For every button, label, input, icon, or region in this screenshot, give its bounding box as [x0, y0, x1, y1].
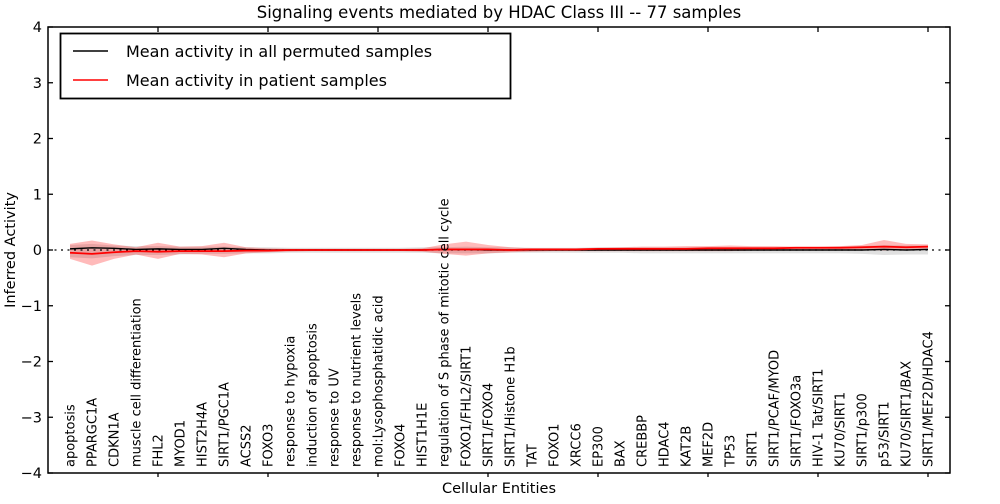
x-category-label: SIRT1/FOXO3a: [790, 375, 805, 467]
y-tick-label: 0: [33, 243, 42, 259]
x-category-label: SIRT1/p300: [856, 393, 871, 467]
x-category-label: induction of apoptosis: [306, 323, 321, 467]
line-patient-mean: [69, 245, 929, 255]
x-category-label: response to nutrient levels: [350, 293, 365, 467]
x-category-label: BAX: [614, 440, 629, 467]
y-tick-label: −3: [21, 410, 42, 426]
band-patient: [70, 239, 928, 266]
x-category-label: CDKN1A: [108, 412, 123, 467]
x-category-label: apoptosis: [64, 404, 79, 467]
x-category-label: KAT2B: [680, 426, 695, 467]
x-category-label: regulation of S phase of mitotic cell cy…: [438, 198, 453, 467]
x-category-label: FOXO4: [394, 424, 409, 467]
legend-label-permuted: Mean activity in all permuted samples: [126, 42, 432, 61]
y-tick-label: −2: [21, 355, 42, 371]
y-tick-label: 1: [33, 187, 42, 203]
x-category-label: SIRT1/PGC1A: [218, 382, 233, 467]
y-tick-label: −1: [21, 299, 42, 315]
x-category-label: HIV-1 Tat/SIRT1: [812, 369, 827, 467]
x-category-label: FOXO3: [262, 424, 277, 467]
x-category-label: p53/SIRT1: [878, 401, 893, 467]
y-tick-label: −4: [21, 466, 42, 482]
x-tick-labels: apoptosis PPARGC1A CDKN1A muscle cell diffe…: [64, 198, 937, 468]
x-category-label: HDAC4: [658, 421, 673, 467]
x-category-label: FOXO1/FHL2/SIRT1: [460, 346, 475, 467]
x-category-label: MYOD1: [174, 420, 189, 467]
x-category-label: HIST1H1E: [416, 403, 431, 467]
x-category-label: KU70/SIRT1: [834, 392, 849, 467]
x-category-label: EP300: [592, 426, 607, 467]
x-category-label: response to UV: [328, 368, 343, 467]
x-category-label: TAT: [526, 444, 541, 468]
x-axis-label: Cellular Entities: [442, 481, 556, 497]
x-category-label: XRCC6: [570, 423, 585, 467]
x-category-label: SIRT1/MEF2D/HDAC4: [922, 331, 937, 467]
x-category-label: FOXO1: [548, 424, 563, 467]
x-category-label: PPARGC1A: [86, 398, 101, 467]
y-axis-label: Inferred Activity: [3, 192, 19, 308]
x-category-label: KU70/SIRT1/BAX: [900, 361, 915, 467]
x-category-label: response to hypoxia: [284, 336, 299, 467]
x-category-label: SIRT1/FOXO4: [482, 383, 497, 467]
y-tick-label: 3: [33, 76, 42, 92]
x-category-label: SIRT1: [746, 431, 761, 467]
y-tick-label: 2: [33, 132, 42, 148]
x-category-label: ACSS2: [240, 424, 255, 467]
x-category-label: TP53: [724, 435, 739, 468]
y-tick-label: 4: [33, 20, 42, 36]
legend-box: [59, 32, 512, 100]
x-category-label: FHL2: [152, 434, 167, 467]
x-category-label: CREBBP: [636, 415, 651, 467]
plot-frame: [47, 26, 951, 474]
x-category-label: HIST2H4A: [196, 402, 211, 467]
x-category-label: MEF2D: [702, 422, 717, 467]
chart-title: Signaling events mediated by HDAC Class …: [257, 3, 742, 22]
y-tick-labels: −4 −3 −2 −1 0 1 2 3 4: [21, 20, 42, 482]
legend: Mean activity in all permuted samples Me…: [59, 32, 512, 100]
series-lines: [69, 245, 929, 255]
x-category-label: muscle cell differentiation: [130, 298, 145, 467]
x-category-label: SIRT1/Histone H1b: [504, 346, 519, 467]
legend-label-patient: Mean activity in patient samples: [126, 71, 387, 90]
shaded-bands: [70, 239, 928, 266]
x-category-label: SIRT1/PCAF/MYOD: [768, 350, 783, 467]
x-category-label: mol:Lysophosphatidic acid: [372, 295, 387, 467]
